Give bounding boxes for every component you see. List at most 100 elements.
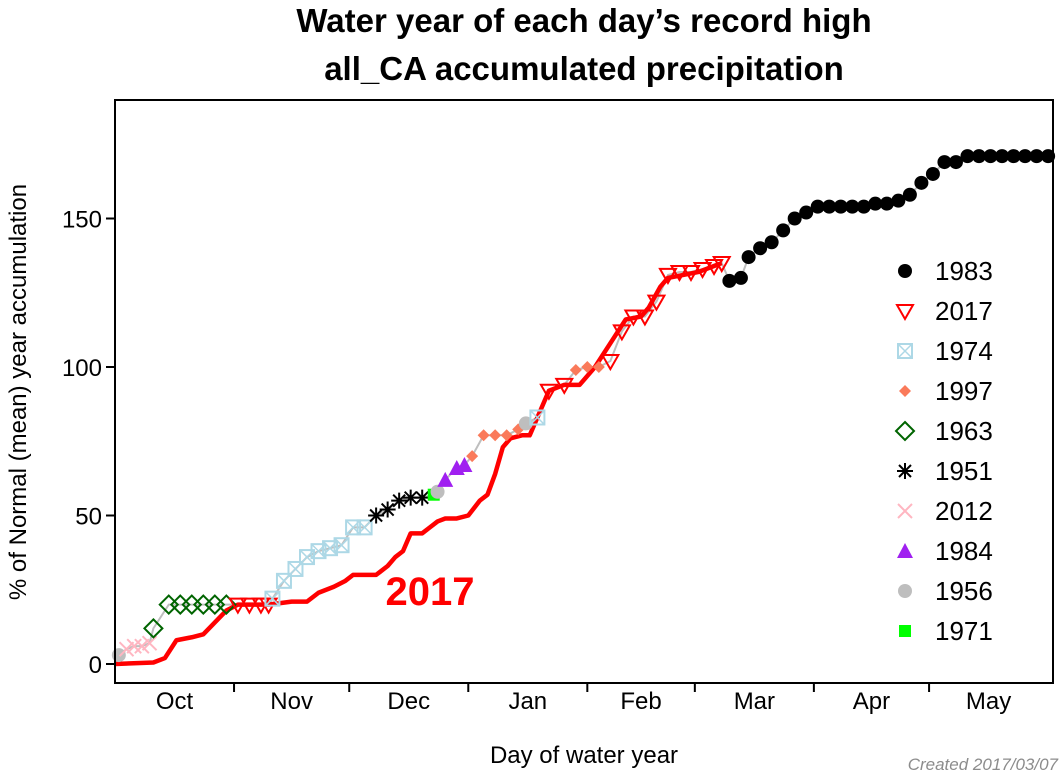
- record-point-1983: [856, 199, 871, 214]
- asterisk-mark: [414, 489, 431, 506]
- diamond-mark: [592, 361, 605, 373]
- legend-label-1984: 1984: [935, 536, 993, 566]
- record-point-2012: [126, 638, 142, 654]
- legend-label-1974: 1974: [935, 336, 993, 366]
- circle-mark: [983, 149, 998, 164]
- record-point-1983: [891, 193, 906, 208]
- circle-mark: [722, 273, 737, 288]
- triangle-mark: [669, 264, 690, 282]
- record-point-2017: [692, 261, 713, 280]
- record-point-2012: [141, 635, 158, 651]
- diamond-mark: [894, 420, 916, 442]
- cross-mark: [897, 343, 913, 359]
- record-point-1983: [925, 166, 940, 181]
- square-mark: [299, 549, 315, 566]
- annotation-2017: 2017: [386, 570, 475, 614]
- circle-mark: [914, 175, 929, 190]
- cross-mark: [529, 409, 545, 426]
- square-mark: [333, 537, 350, 554]
- circle-mark: [741, 250, 756, 265]
- legend-label-1963: 1963: [935, 416, 993, 446]
- record-point-2017: [669, 264, 690, 282]
- chart-title-line-2: all_CA accumulated precipitation: [324, 50, 844, 87]
- record-point-1997: [500, 429, 513, 442]
- circle-mark: [776, 223, 791, 238]
- record-point-1997: [489, 429, 502, 442]
- circle-mark: [891, 193, 906, 208]
- record-point-1983: [868, 196, 883, 211]
- record-point-1997: [466, 450, 479, 463]
- legend-label-1951: 1951: [935, 456, 993, 486]
- record-point-2017: [711, 256, 732, 274]
- record-point-1974: [333, 537, 350, 554]
- cross-mark: [264, 591, 280, 607]
- asterisk-mark: [368, 507, 385, 524]
- square-mark: [897, 343, 913, 359]
- record-connector-line: [118, 155, 1049, 656]
- record-point-1983: [722, 273, 737, 288]
- record-point-2017: [239, 597, 260, 615]
- circle-mark: [1029, 149, 1044, 164]
- square-mark: [899, 625, 911, 637]
- triangle-mark: [704, 259, 724, 277]
- record-point-1983: [810, 199, 825, 214]
- record-point-2017: [681, 264, 701, 282]
- record-point-1983: [733, 270, 748, 285]
- record-point-1956: [430, 484, 445, 499]
- circle-mark: [1018, 149, 1033, 164]
- triangle-mark: [681, 264, 701, 282]
- record-point-1951: [414, 489, 431, 506]
- x-axis-label: Day of water year: [490, 742, 678, 769]
- circle-mark: [787, 211, 802, 226]
- record-point-1983: [764, 235, 779, 250]
- square-mark: [322, 540, 339, 557]
- record-point-1984: [456, 457, 473, 473]
- record-point-2017: [600, 354, 621, 372]
- record-point-2017: [704, 259, 724, 277]
- record-point-1997: [592, 361, 605, 373]
- record-point-1951: [391, 492, 408, 509]
- diamond-mark: [581, 361, 594, 373]
- legend-marker-1974: [897, 343, 913, 359]
- y-tick-label: 150: [62, 207, 102, 234]
- legend-marker-1963: [894, 420, 916, 442]
- triangle-mark: [554, 377, 575, 395]
- circle-mark: [430, 484, 445, 499]
- record-point-1983: [902, 187, 917, 202]
- legend-marker-1956: [898, 584, 912, 598]
- circle-mark: [518, 416, 533, 431]
- y-tick-label: 100: [62, 355, 102, 382]
- y-tick-label: 50: [75, 504, 102, 531]
- diamond-mark: [899, 385, 911, 397]
- record-point-2017: [658, 267, 678, 285]
- diamond-mark: [489, 429, 502, 442]
- record-point-1983: [937, 155, 952, 170]
- record-point-1983: [787, 211, 802, 226]
- record-point-1983: [995, 149, 1010, 164]
- square-mark: [356, 519, 373, 536]
- circle-mark: [111, 648, 126, 663]
- record-point-2017: [646, 294, 667, 312]
- triangle-mark: [711, 256, 732, 274]
- record-point-1983: [741, 250, 756, 265]
- legend-marker-1971: [899, 625, 911, 637]
- x-tick-label: Nov: [270, 688, 313, 715]
- circle-mark: [833, 199, 848, 214]
- record-point-2017: [539, 383, 559, 401]
- record-point-1974: [264, 590, 281, 607]
- record-point-1951: [368, 507, 385, 524]
- record-point-1956: [518, 416, 533, 431]
- record-point-1956: [111, 648, 126, 663]
- record-point-1983: [914, 175, 929, 190]
- circle-mark: [822, 199, 837, 214]
- record-point-1983: [776, 223, 791, 238]
- circle-mark: [972, 149, 986, 164]
- circle-mark: [845, 199, 860, 214]
- circle-mark: [960, 149, 975, 164]
- legend-label-2012: 2012: [935, 496, 993, 526]
- circle-mark: [995, 149, 1010, 164]
- circle-mark: [898, 584, 912, 598]
- record-point-1983: [972, 149, 986, 164]
- asterisk-mark: [897, 463, 913, 479]
